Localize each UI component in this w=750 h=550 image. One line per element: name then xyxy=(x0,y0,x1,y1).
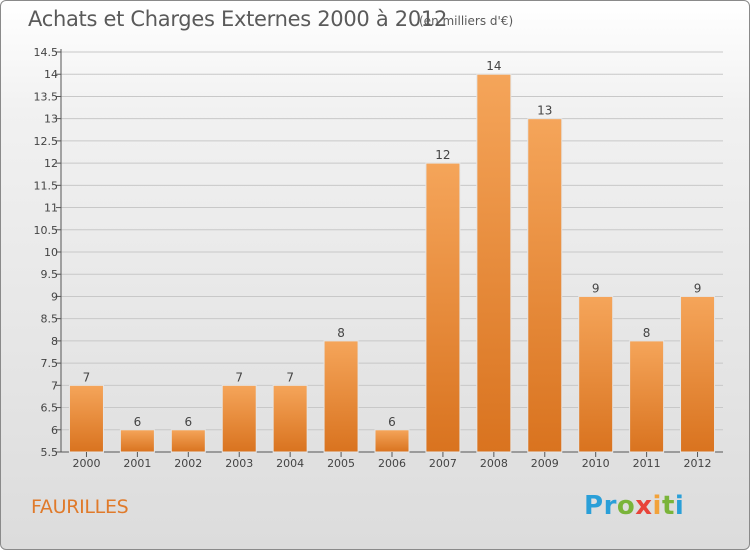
y-tick-label: 10.5 xyxy=(34,224,59,237)
y-tick-label: 6.5 xyxy=(41,402,59,415)
bar xyxy=(425,162,461,453)
x-tick-label: 2003 xyxy=(225,457,253,470)
bar xyxy=(680,295,716,453)
chart-subtitle: (en milliers d'€) xyxy=(419,14,514,28)
y-tick-label: 11.5 xyxy=(34,179,59,192)
y-tick-label: 8 xyxy=(51,335,58,348)
data-label: 6 xyxy=(388,415,396,429)
place-name: FAURILLES xyxy=(31,496,129,518)
logo-letter: i xyxy=(652,491,662,521)
y-tick-label: 11 xyxy=(44,202,58,215)
bar xyxy=(578,295,614,453)
x-tick-label: 2002 xyxy=(174,457,202,470)
bar xyxy=(374,429,410,453)
y-tick-label: 7.5 xyxy=(41,357,59,370)
bar xyxy=(221,384,257,453)
logo-letter: P xyxy=(584,491,604,521)
data-label: 9 xyxy=(592,281,600,295)
logo-letter: r xyxy=(603,491,617,521)
y-tick-label: 5.5 xyxy=(41,446,59,459)
y-tick-label: 13 xyxy=(44,113,58,126)
bar xyxy=(629,340,665,453)
y-tick-label: 9 xyxy=(51,290,58,303)
x-tick-label: 2007 xyxy=(429,457,457,470)
y-tick-label: 8.5 xyxy=(41,313,59,326)
y-tick-label: 7 xyxy=(51,379,58,392)
x-tick-label: 2004 xyxy=(276,457,304,470)
bar xyxy=(272,384,308,453)
x-tick-label: 2006 xyxy=(378,457,406,470)
data-label: 9 xyxy=(694,281,702,295)
data-label: 7 xyxy=(83,370,91,384)
x-tick-label: 2005 xyxy=(327,457,355,470)
data-label: 6 xyxy=(134,415,142,429)
data-label: 12 xyxy=(435,148,450,162)
y-tick-label: 14 xyxy=(44,68,58,81)
chart-title: Achats et Charges Externes 2000 à 2012 xyxy=(28,7,448,31)
data-label: 8 xyxy=(337,326,345,340)
bar xyxy=(119,429,155,453)
logo-letter: o xyxy=(616,491,636,521)
logo-letter: i xyxy=(674,491,685,521)
bar xyxy=(476,73,512,453)
y-tick-label: 12 xyxy=(44,157,58,170)
y-tick-label: 12.5 xyxy=(34,135,59,148)
logo-letter: t xyxy=(661,491,675,521)
data-label: 7 xyxy=(286,370,294,384)
bar xyxy=(527,118,563,453)
x-tick-label: 2000 xyxy=(72,457,100,470)
data-label: 13 xyxy=(537,104,552,118)
x-tick-label: 2010 xyxy=(582,457,610,470)
bar xyxy=(323,340,359,453)
data-label: 14 xyxy=(486,59,501,73)
data-label: 8 xyxy=(643,326,651,340)
y-tick-label: 13.5 xyxy=(34,90,59,103)
x-tick-label: 2012 xyxy=(684,457,712,470)
x-tick-label: 2008 xyxy=(480,457,508,470)
bar xyxy=(68,384,104,453)
y-tick-label: 6 xyxy=(51,424,58,437)
y-tick-label: 10 xyxy=(44,246,58,259)
proxiti-logo: Proxiti xyxy=(584,491,684,521)
x-tick-label: 2001 xyxy=(123,457,151,470)
x-tick-label: 2009 xyxy=(531,457,559,470)
y-tick-label: 9.5 xyxy=(41,268,59,281)
y-tick-label: 14.5 xyxy=(34,46,59,59)
x-tick-label: 2011 xyxy=(633,457,661,470)
logo-letter: x xyxy=(635,491,653,521)
data-label: 6 xyxy=(184,415,192,429)
bar xyxy=(170,429,206,453)
data-label: 7 xyxy=(235,370,243,384)
